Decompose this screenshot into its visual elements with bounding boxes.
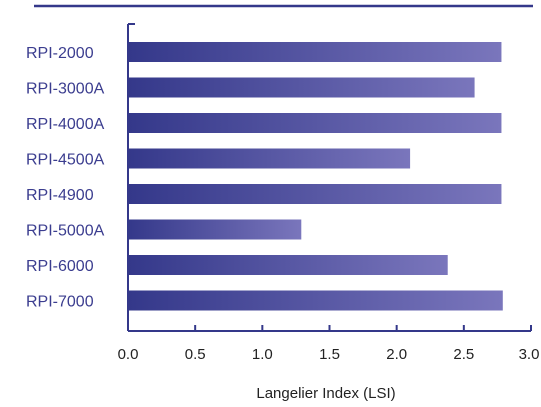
bar-rpi-5000a: [128, 219, 302, 240]
category-label-rpi-4500a: RPI-4500A: [26, 152, 105, 169]
x-tick-label-1.0: 1.0: [252, 346, 273, 363]
x-tick-label-0.5: 0.5: [185, 346, 206, 363]
category-label-rpi-7000: RPI-7000: [26, 294, 94, 311]
bar-rpi-6000: [128, 255, 448, 275]
axes: [127, 23, 532, 332]
bar-rpi-7000: [128, 290, 503, 311]
bar-rpi-3000a: [128, 77, 475, 98]
category-label-rpi-3000a: RPI-3000A: [26, 81, 105, 98]
category-label-rpi-5000a: RPI-5000A: [26, 223, 105, 240]
category-label-rpi-4000a: RPI-4000A: [26, 116, 105, 133]
x-tick-label-3.0: 3.0: [519, 346, 540, 363]
bar-rpi-4000a: [128, 113, 502, 133]
bar-rpi-4500a: [128, 148, 411, 169]
category-label-rpi-2000: RPI-2000: [26, 45, 94, 62]
bars-group: [128, 42, 503, 311]
category-labels: RPI-2000 RPI-3000A RPI-4000A RPI-4500A RPI-4…: [26, 45, 105, 311]
x-tick-labels: 0.0 0.5 1.0 1.5 2.0 2.5 3.0: [118, 346, 540, 363]
x-axis-title: Langelier Index (LSI): [256, 385, 395, 402]
x-tick-label-2.5: 2.5: [453, 346, 474, 363]
category-label-rpi-4900: RPI-4900: [26, 187, 94, 204]
x-tick-label-2.0: 2.0: [386, 346, 407, 363]
bar-rpi-4900: [128, 184, 502, 204]
category-label-rpi-6000: RPI-6000: [26, 258, 94, 275]
x-tick-label-0.0: 0.0: [118, 346, 139, 363]
bar-rpi-2000: [128, 42, 502, 62]
x-tick-label-1.5: 1.5: [319, 346, 340, 363]
